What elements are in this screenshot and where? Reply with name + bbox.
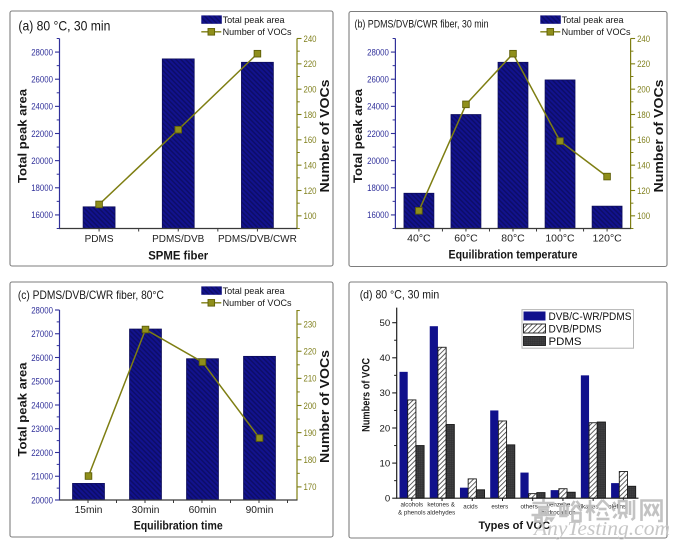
svg-text:16000: 16000 bbox=[367, 209, 389, 220]
svg-text:PDMS: PDMS bbox=[85, 234, 114, 245]
svg-text:140: 140 bbox=[304, 160, 317, 171]
svg-text:SPME fiber: SPME fiber bbox=[148, 250, 208, 263]
svg-text:100: 100 bbox=[637, 210, 650, 221]
svg-text:160: 160 bbox=[304, 134, 317, 145]
svg-text:DVB/C-WR/PDMS: DVB/C-WR/PDMS bbox=[549, 311, 632, 323]
svg-text:Equilibration temperature: Equilibration temperature bbox=[449, 249, 579, 262]
svg-text:190: 190 bbox=[304, 427, 317, 438]
svg-text:210: 210 bbox=[304, 373, 317, 384]
svg-text:230: 230 bbox=[304, 318, 317, 329]
svg-text:170: 170 bbox=[304, 481, 317, 492]
svg-text:Total peak area: Total peak area bbox=[223, 286, 286, 297]
svg-text:90min: 90min bbox=[246, 505, 274, 516]
svg-text:220: 220 bbox=[304, 346, 317, 357]
svg-text:30min: 30min bbox=[132, 505, 160, 516]
svg-text:30: 30 bbox=[380, 388, 391, 399]
svg-text:Total peak area: Total peak area bbox=[351, 89, 365, 183]
svg-text:Total peak area: Total peak area bbox=[16, 89, 30, 183]
svg-text:220: 220 bbox=[304, 58, 317, 69]
svg-text:Number of VOCs: Number of VOCs bbox=[223, 27, 292, 38]
svg-text:20: 20 bbox=[380, 423, 391, 434]
svg-text:26000: 26000 bbox=[31, 74, 53, 85]
svg-text:28000: 28000 bbox=[367, 46, 389, 57]
svg-text:120°C: 120°C bbox=[592, 233, 622, 245]
svg-text:22000: 22000 bbox=[367, 128, 389, 139]
svg-text:20000: 20000 bbox=[367, 155, 389, 166]
svg-text:240: 240 bbox=[637, 33, 650, 44]
svg-text:Number of VOCs: Number of VOCs bbox=[318, 79, 332, 192]
svg-text:0: 0 bbox=[385, 494, 390, 505]
svg-text:Types of VOC: Types of VOC bbox=[479, 520, 551, 532]
svg-text:25000: 25000 bbox=[31, 376, 53, 387]
svg-text:hydrocarbon: hydrocarbon bbox=[541, 510, 576, 517]
svg-text:15min: 15min bbox=[75, 505, 103, 516]
svg-text:120: 120 bbox=[637, 185, 650, 196]
svg-text:40°C: 40°C bbox=[407, 233, 431, 245]
svg-text:acids: acids bbox=[463, 504, 477, 511]
svg-text:26000: 26000 bbox=[31, 352, 53, 363]
svg-text:Total peak area: Total peak area bbox=[562, 15, 625, 26]
svg-text:24000: 24000 bbox=[31, 101, 53, 112]
svg-text:Number of VOCs: Number of VOCs bbox=[318, 350, 332, 463]
svg-text:(d) 80 °C, 30 min: (d) 80 °C, 30 min bbox=[360, 288, 440, 302]
svg-text:16000: 16000 bbox=[31, 209, 53, 220]
svg-text:PDMS/DVB: PDMS/DVB bbox=[152, 234, 205, 245]
svg-text:PDMS/DVB/CWR: PDMS/DVB/CWR bbox=[218, 234, 297, 245]
svg-text:20000: 20000 bbox=[31, 155, 53, 166]
svg-text:benzene: benzene bbox=[547, 502, 571, 509]
svg-text:Numbers of VOC: Numbers of VOC bbox=[361, 358, 373, 432]
svg-text:100: 100 bbox=[304, 210, 317, 221]
svg-text:ketones &: ketones & bbox=[427, 502, 455, 509]
svg-text:10: 10 bbox=[380, 458, 391, 469]
svg-text:24000: 24000 bbox=[367, 101, 389, 112]
svg-text:80°C: 80°C bbox=[501, 233, 525, 245]
svg-text:22000: 22000 bbox=[31, 447, 53, 458]
svg-text:22000: 22000 bbox=[31, 128, 53, 139]
svg-text:Number of VOCs: Number of VOCs bbox=[652, 79, 666, 192]
svg-text:180: 180 bbox=[304, 454, 317, 465]
svg-text:60min: 60min bbox=[189, 505, 217, 516]
svg-text:18000: 18000 bbox=[367, 182, 389, 193]
svg-text:esters: esters bbox=[491, 504, 508, 511]
svg-text:Equilibration time: Equilibration time bbox=[134, 520, 223, 533]
svg-text:23000: 23000 bbox=[31, 423, 53, 434]
svg-text:21000: 21000 bbox=[31, 471, 53, 482]
svg-text:Number of VOCs: Number of VOCs bbox=[562, 27, 631, 38]
svg-text:40: 40 bbox=[380, 353, 391, 364]
svg-text:20000: 20000 bbox=[31, 494, 53, 505]
svg-text:200: 200 bbox=[637, 84, 650, 95]
svg-text:60°C: 60°C bbox=[454, 233, 478, 245]
svg-text:180: 180 bbox=[637, 109, 650, 120]
svg-text:24000: 24000 bbox=[31, 399, 53, 410]
svg-text:120: 120 bbox=[304, 185, 317, 196]
svg-text:100°C: 100°C bbox=[545, 233, 575, 245]
svg-text:& phenols: & phenols bbox=[398, 510, 426, 517]
svg-text:Number of VOCs: Number of VOCs bbox=[223, 298, 292, 309]
svg-text:olefins: olefins bbox=[608, 504, 626, 511]
svg-text:200: 200 bbox=[304, 84, 317, 95]
svg-text:alcohols: alcohols bbox=[400, 502, 423, 509]
svg-text:Total peak area: Total peak area bbox=[223, 15, 286, 26]
svg-text:240: 240 bbox=[304, 33, 317, 44]
svg-text:AnyTesting.com: AnyTesting.com bbox=[532, 518, 670, 540]
svg-text:(c) PDMS/DVB/CWR fiber, 80°C: (c) PDMS/DVB/CWR fiber, 80°C bbox=[18, 289, 164, 302]
svg-text:160: 160 bbox=[637, 134, 650, 145]
svg-text:(b) PDMS/DVB/CWR fiber, 30 min: (b) PDMS/DVB/CWR fiber, 30 min bbox=[355, 19, 489, 31]
svg-text:DVB/PDMS: DVB/PDMS bbox=[549, 323, 602, 335]
svg-text:18000: 18000 bbox=[31, 182, 53, 193]
svg-text:(a) 80 °C, 30 min: (a) 80 °C, 30 min bbox=[18, 18, 110, 34]
svg-text:220: 220 bbox=[637, 58, 650, 69]
svg-text:PDMS: PDMS bbox=[549, 336, 582, 348]
svg-text:28000: 28000 bbox=[31, 304, 53, 315]
svg-text:others: others bbox=[520, 504, 537, 511]
svg-text:Total peak area: Total peak area bbox=[16, 362, 30, 456]
svg-text:27000: 27000 bbox=[31, 328, 53, 339]
svg-text:26000: 26000 bbox=[367, 74, 389, 85]
svg-text:200: 200 bbox=[304, 400, 317, 411]
svg-text:140: 140 bbox=[637, 160, 650, 171]
svg-text:28000: 28000 bbox=[31, 46, 53, 57]
svg-text:180: 180 bbox=[304, 109, 317, 120]
svg-text:aldehydes: aldehydes bbox=[427, 510, 455, 517]
svg-text:50: 50 bbox=[380, 318, 391, 329]
